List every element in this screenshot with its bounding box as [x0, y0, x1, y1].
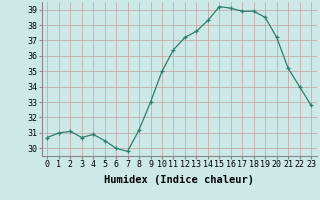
- X-axis label: Humidex (Indice chaleur): Humidex (Indice chaleur): [104, 175, 254, 185]
